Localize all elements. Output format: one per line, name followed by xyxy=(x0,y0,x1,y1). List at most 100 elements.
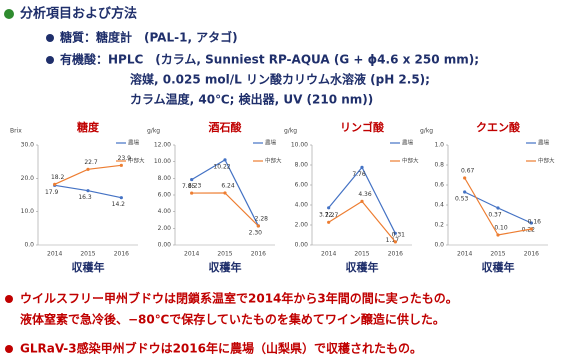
point xyxy=(256,224,260,228)
note: GLRaV-3感染甲州ブドウは2016年に農場（山梨県）で収穫されたもの。 xyxy=(20,341,422,356)
y-tick-label: 10.00 xyxy=(154,158,171,165)
series-line xyxy=(191,192,259,227)
y-tick-label: 1.0 xyxy=(434,142,444,149)
y-tick-label: 6.00 xyxy=(158,192,172,199)
y-tick-label: 2.00 xyxy=(158,225,172,232)
note: 液体窒素で急冷後、−80℃で保存していたものを集めてワイン醸造に供した。 xyxy=(20,312,445,327)
y-tick-label: 8.00 xyxy=(158,175,172,182)
data-label: 2.27 xyxy=(325,212,339,219)
x-tick-label: 2014 xyxy=(321,251,336,258)
x-tick-label: 2014 xyxy=(184,251,199,258)
y-axis-label: Brix xyxy=(10,128,22,135)
x-tick-label: 2015 xyxy=(80,251,95,258)
legend-label: 中部大 xyxy=(538,157,555,165)
data-label: 7.76 xyxy=(352,171,366,178)
y-tick-label: 0.00 xyxy=(295,242,309,249)
data-label: 0.67 xyxy=(461,168,475,175)
x-tick-label: 2015 xyxy=(490,251,505,258)
data-label: 1.17 xyxy=(386,237,400,244)
data-label: 0.53 xyxy=(455,196,469,203)
point xyxy=(190,177,194,182)
y-tick-label: 0.0 xyxy=(434,242,444,249)
point xyxy=(360,165,364,169)
point xyxy=(86,167,90,171)
point xyxy=(53,182,57,186)
chart-title: リンゴ酸 xyxy=(340,120,385,134)
data-label: 14.2 xyxy=(112,201,126,208)
bullet xyxy=(5,295,13,303)
point xyxy=(119,196,123,200)
point xyxy=(496,206,500,210)
x-axis-label: 収穫年 xyxy=(72,260,105,274)
point xyxy=(119,163,123,167)
y-tick-label: 10.00 xyxy=(291,142,308,149)
x-tick-label: 2014 xyxy=(457,251,472,258)
data-label: 3.72 xyxy=(319,211,333,218)
y-tick-label: 8.00 xyxy=(295,162,309,169)
y-tick-label: 6.00 xyxy=(295,182,309,189)
data-label: 17.9 xyxy=(45,189,59,196)
point xyxy=(496,233,500,237)
point xyxy=(393,231,397,235)
y-axis-label: g/kg xyxy=(147,128,160,135)
point xyxy=(360,199,364,203)
y-tick-label: 30.0 xyxy=(21,142,35,149)
data-label: 0.16 xyxy=(528,219,542,226)
y-tick-label: 0.0 xyxy=(24,242,34,249)
x-tick-label: 2014 xyxy=(47,251,62,258)
data-label: 7.85 xyxy=(182,183,196,190)
y-tick-label: 20.0 xyxy=(21,175,35,182)
point xyxy=(463,190,467,194)
chart-title: 糖度 xyxy=(77,120,100,134)
y-tick-label: 2.00 xyxy=(295,222,309,229)
point xyxy=(327,206,331,210)
y-tick-label: 0.6 xyxy=(434,182,444,189)
note: ウイルスフリー甲州ブドウは閉鎖系温室で2014年から3年間の間に実ったもの。 xyxy=(20,291,458,306)
bullet xyxy=(46,56,54,64)
x-tick-label: 2015 xyxy=(217,251,232,258)
point xyxy=(86,189,90,193)
data-label: 6.23 xyxy=(188,183,202,190)
x-tick-label: 2015 xyxy=(354,251,369,258)
point xyxy=(223,191,227,195)
y-tick-label: 0.2 xyxy=(434,222,444,229)
y-axis-label: g/kg xyxy=(420,128,433,135)
item: 有機酸：HPLC (カラム, Sunniest RP-AQUA (G + ϕ4.… xyxy=(60,52,479,67)
data-label: 23.9 xyxy=(118,155,132,162)
item: カラム温度, 40℃; 検出器, UV (210 nm)) xyxy=(130,92,373,107)
point xyxy=(529,227,533,231)
legend-label: 農場 xyxy=(265,139,277,147)
x-axis-label: 収穫年 xyxy=(482,260,515,274)
bullet xyxy=(46,34,54,42)
chart-title: 酒石酸 xyxy=(209,120,243,134)
x-tick-label: 2016 xyxy=(524,251,539,258)
legend-label: 農場 xyxy=(402,139,414,147)
point xyxy=(463,176,467,180)
y-tick-label: 4.00 xyxy=(295,202,309,209)
data-label: 10.22 xyxy=(213,163,230,170)
legend-label: 中部大 xyxy=(265,157,282,165)
legend-label: 中部大 xyxy=(128,157,145,165)
point xyxy=(529,221,533,225)
bullet xyxy=(4,9,14,19)
legend-label: 農場 xyxy=(128,139,140,147)
y-axis-label: g/kg xyxy=(284,128,297,135)
y-tick-label: 10.0 xyxy=(21,208,35,215)
data-label: 22.7 xyxy=(84,159,98,166)
point xyxy=(190,191,194,195)
point xyxy=(327,220,331,224)
data-label: 16.3 xyxy=(78,194,92,201)
y-tick-label: 0.8 xyxy=(434,162,444,169)
bullet xyxy=(5,345,13,353)
data-label: 6.24 xyxy=(221,183,235,190)
point xyxy=(223,158,227,162)
y-tick-label: 0.4 xyxy=(434,202,444,209)
data-label: 4.36 xyxy=(358,191,372,198)
item: 糖質：糖度計 (PAL-1, アタゴ) xyxy=(60,30,238,45)
y-tick-label: 4.00 xyxy=(158,208,172,215)
x-tick-label: 2016 xyxy=(114,251,129,258)
point xyxy=(393,240,397,244)
data-label: 2.30 xyxy=(249,229,263,236)
y-tick-label: 0.00 xyxy=(158,242,172,249)
